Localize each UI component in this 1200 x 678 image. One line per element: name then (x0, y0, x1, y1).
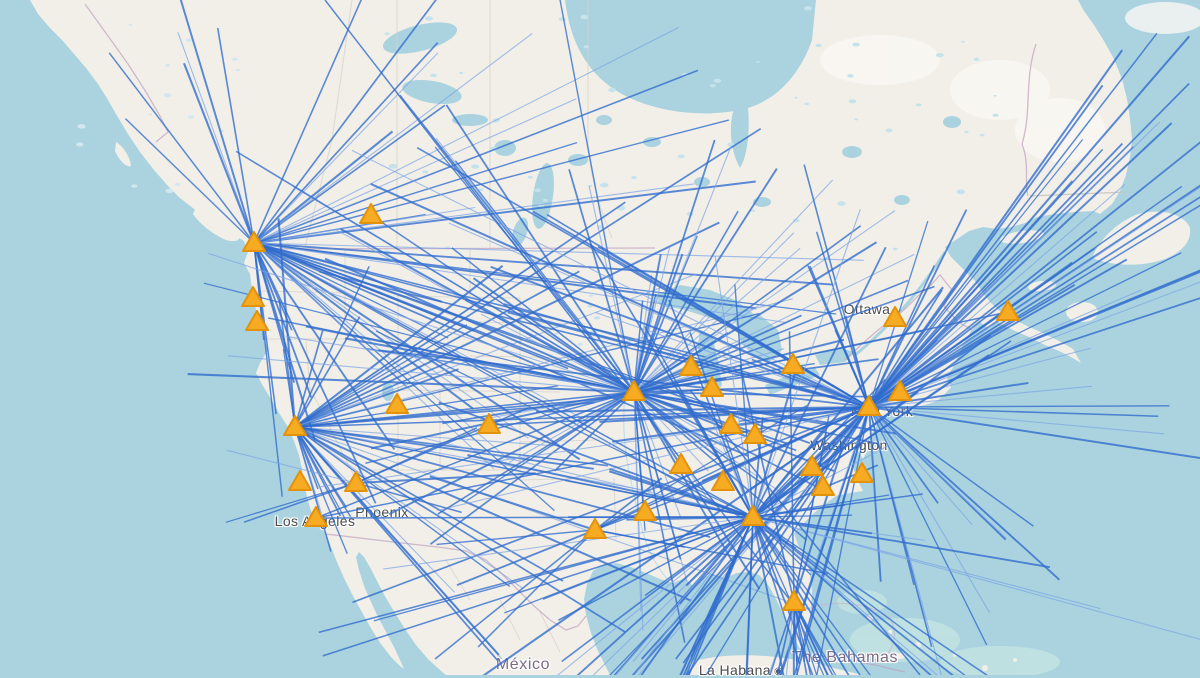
cape-breton-island (1066, 302, 1098, 322)
